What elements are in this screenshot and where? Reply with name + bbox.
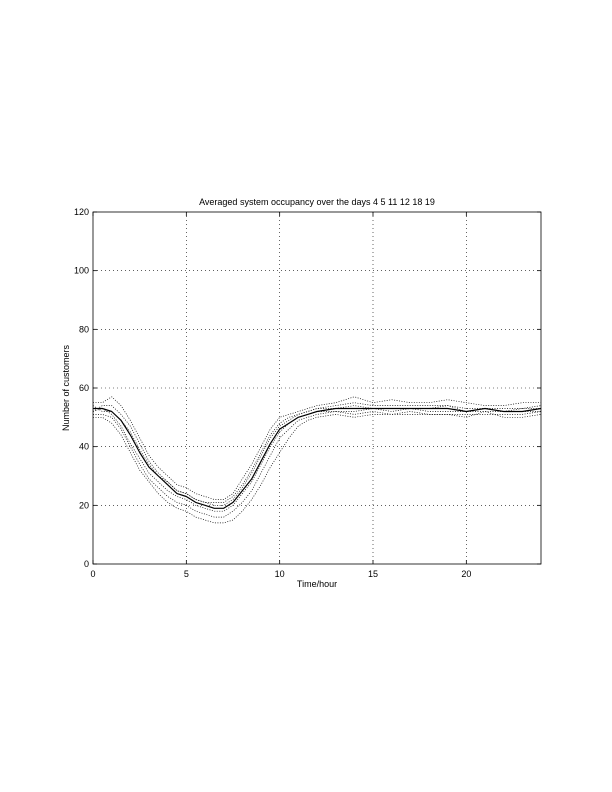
y-tick-label: 120 — [74, 207, 89, 217]
y-tick-label: 20 — [79, 500, 89, 510]
y-tick-label: 60 — [79, 383, 89, 393]
grid-lines — [93, 212, 541, 564]
y-axis-label: Number of customers — [61, 344, 71, 431]
y-tick-label: 80 — [79, 324, 89, 334]
x-axis-label: Time/hour — [297, 579, 337, 589]
y-tick-label: 100 — [74, 266, 89, 276]
y-axis: 0 20 40 60 80 100 120 — [74, 207, 541, 569]
y-tick-label: 40 — [79, 442, 89, 452]
series-line-day — [92, 405, 541, 506]
x-tick-label: 0 — [90, 569, 95, 579]
series-line-average — [93, 407, 542, 509]
x-axis: 0 5 10 15 20 — [90, 212, 471, 579]
y-tick-label: 0 — [84, 559, 89, 569]
chart-title: Averaged system occupancy over the days … — [199, 197, 435, 207]
series-line-day — [92, 402, 542, 503]
x-tick-label: 5 — [184, 569, 189, 579]
series-line-day — [93, 411, 542, 524]
x-tick-label: 10 — [275, 569, 285, 579]
series-line-day — [93, 396, 541, 500]
x-tick-label: 20 — [461, 569, 471, 579]
x-tick-label: 15 — [368, 569, 378, 579]
series-line-day — [92, 408, 541, 512]
series-group — [92, 396, 542, 524]
